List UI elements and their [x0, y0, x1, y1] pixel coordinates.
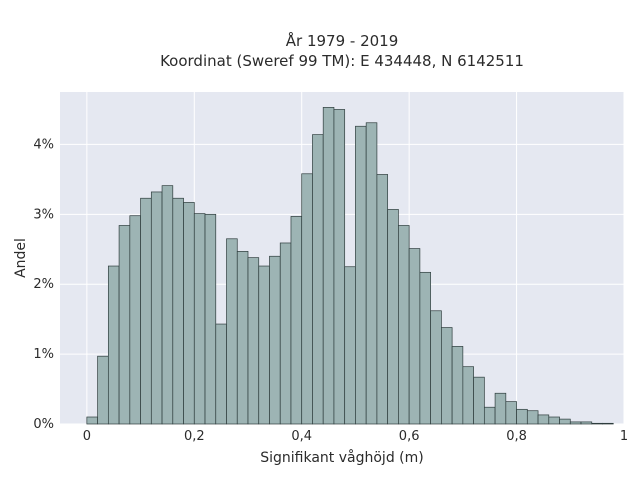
histogram-bar: [451, 346, 464, 425]
histogram-bar: [559, 418, 571, 425]
histogram-bar: [441, 327, 453, 425]
histogram-bar: [172, 197, 184, 425]
histogram-bar: [494, 392, 507, 425]
chart-title-line1: År 1979 - 2019: [286, 31, 399, 50]
histogram-bar: [258, 265, 270, 425]
x-axis-label: Signifikant våghöjd (m): [260, 449, 423, 466]
histogram-bar: [430, 310, 442, 425]
histogram-bar: [333, 109, 346, 425]
histogram-bar: [215, 323, 227, 425]
histogram-bar: [387, 209, 399, 425]
x-tick-label: 0,2: [184, 429, 205, 444]
x-tick-label: 0: [83, 429, 91, 444]
histogram-bar: [236, 251, 249, 425]
histogram-bar: [290, 216, 303, 425]
x-tick-label: 0,6: [399, 429, 420, 444]
histogram-bar: [107, 265, 120, 425]
histogram-bar: [569, 421, 582, 425]
histogram-bar: [322, 107, 335, 425]
y-tick-label: 0%: [33, 417, 54, 432]
histogram-bar: [193, 213, 206, 425]
histogram-bar: [526, 410, 539, 425]
histogram-bar: [365, 122, 378, 425]
histogram-bar: [86, 416, 98, 425]
histogram-bar: [97, 355, 109, 425]
x-axis-ticks: 0 0,2 0,4 0,6 0,8 1: [83, 429, 628, 444]
x-tick-label: 0,8: [506, 429, 527, 444]
histogram-bar: [269, 255, 281, 425]
histogram-bar: [161, 185, 174, 425]
x-tick-label: 1: [620, 429, 628, 444]
histogram-bar: [355, 125, 367, 425]
histogram-bar: [247, 257, 260, 425]
histogram-bar: [140, 197, 152, 425]
histogram-bar: [516, 408, 528, 425]
histogram-bar: [548, 416, 560, 425]
y-tick-label: 3%: [33, 207, 54, 222]
histogram-bar: [591, 422, 603, 425]
histogram-bar: [204, 213, 217, 425]
histogram-bar: [537, 414, 550, 425]
y-axis-ticks: 0% 1% 2% 3% 4%: [33, 137, 54, 432]
histogram-bar: [462, 366, 474, 425]
histogram-bar: [129, 215, 141, 425]
histogram-bar: [150, 191, 163, 425]
histogram-bar: [473, 376, 485, 425]
histogram-bar: [344, 266, 356, 425]
histogram-bar: [226, 238, 238, 425]
histogram-bar: [602, 422, 614, 425]
histogram-bar: [483, 406, 496, 425]
histogram-bar: [279, 242, 292, 425]
histogram-bar: [118, 225, 131, 425]
x-tick-label: 0,4: [291, 429, 312, 444]
chart-title-line2: Koordinat (Sweref 99 TM): E 434448, N 61…: [160, 52, 524, 70]
histogram-bar: [312, 134, 324, 425]
y-tick-label: 2%: [33, 277, 54, 292]
histogram-bar: [419, 271, 431, 425]
histogram-bar: [376, 174, 389, 425]
histogram-bar: [580, 421, 593, 425]
y-tick-label: 1%: [33, 347, 54, 362]
y-tick-label: 4%: [33, 137, 54, 152]
histogram-bars: [86, 107, 614, 425]
histogram-bar: [505, 401, 517, 425]
histogram-bar: [301, 173, 313, 425]
histogram-bar: [183, 202, 195, 425]
histogram-bar: [398, 225, 410, 425]
y-axis-label: Andel: [13, 238, 29, 278]
histogram-bar: [408, 248, 421, 425]
